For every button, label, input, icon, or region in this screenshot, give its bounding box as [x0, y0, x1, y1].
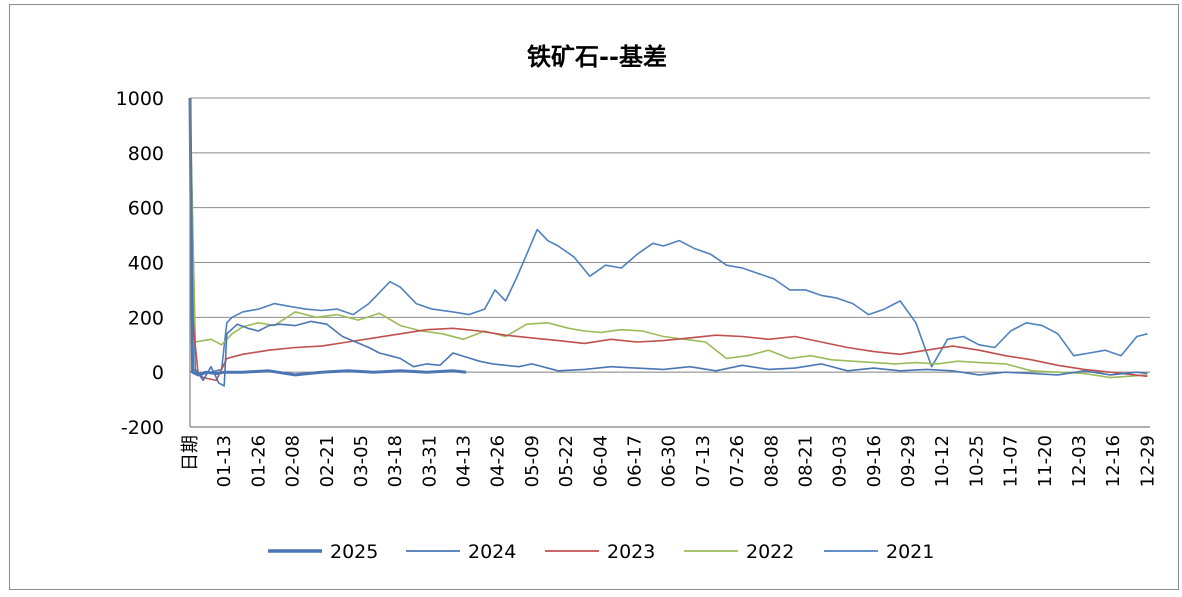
- series-line-2022: [189, 97, 1148, 379]
- x-tick-label: 02-08: [283, 435, 304, 487]
- chart-canvas: 铁矿石--基差 1000 800 600 400 200 0 -200 日期 01-13 01-…: [116, 43, 1159, 563]
- chart-title: 铁矿石--基差: [527, 43, 667, 71]
- x-tick-label: 02-21: [317, 435, 338, 487]
- axes: [189, 98, 1150, 428]
- x-tick-label: 11-20: [1035, 435, 1056, 487]
- x-tick-label: 05-22: [556, 435, 577, 487]
- x-tick-label: 12-03: [1069, 435, 1090, 487]
- x-tick-label: 07-13: [693, 435, 714, 487]
- x-tick-label: 12-16: [1103, 435, 1124, 487]
- legend-label-2021: 2021: [886, 541, 934, 563]
- x-tick-label: 06-30: [659, 435, 680, 487]
- legend: 2025 2024 2023 2022 2021: [268, 541, 934, 563]
- legend-label-2024: 2024: [468, 541, 516, 563]
- x-tick-label: 09-29: [898, 435, 919, 487]
- x-tick-label: 09-03: [830, 435, 851, 487]
- x-tick-label: 03-31: [419, 435, 440, 487]
- x-tick-label: 04-26: [488, 435, 509, 487]
- x-tick-label: 11-07: [1001, 435, 1022, 487]
- y-tick-label: 0: [152, 362, 164, 384]
- y-tick-label: 1000: [116, 88, 164, 110]
- y-tick-label: 800: [128, 143, 164, 165]
- x-tick-label: 04-13: [454, 435, 475, 487]
- series-line-2023: [189, 97, 1148, 382]
- x-axis-ticks: 日期 01-13 01-26 02-08 02-21 03-05 03-18 03-31 04-…: [180, 435, 1158, 487]
- legend-label-2025: 2025: [330, 541, 378, 563]
- x-tick-label: 08-21: [795, 435, 816, 487]
- x-tick-label: 08-08: [761, 435, 782, 487]
- x-tick-label: 06-17: [624, 435, 645, 487]
- legend-label-2023: 2023: [607, 541, 655, 563]
- series-line-2021: [189, 97, 1148, 376]
- y-tick-label: 600: [128, 198, 164, 220]
- x-tick-label: 12-29: [1137, 435, 1158, 487]
- y-tick-label: 200: [128, 307, 164, 329]
- legend-label-2022: 2022: [746, 541, 794, 563]
- chart-frame: 铁矿石--基差 1000 800 600 400 200 0 -200 日期 01-13 01-…: [9, 4, 1179, 590]
- series-line-2024: [189, 320, 1148, 387]
- x-tick-label: 10-25: [966, 435, 987, 487]
- y-tick-label: -200: [121, 417, 164, 439]
- x-tick-label: 03-18: [385, 435, 406, 487]
- x-tick-label: 10-12: [932, 435, 953, 487]
- x-tick-label: 01-26: [248, 435, 269, 487]
- x-tick-label: 09-16: [864, 435, 885, 487]
- x-tick-label: 05-09: [522, 435, 543, 487]
- x-tick-label: 07-26: [727, 435, 748, 487]
- x-tick-label: 03-05: [351, 435, 372, 487]
- y-tick-label: 400: [128, 253, 164, 275]
- x-tick-label: 01-13: [214, 435, 235, 487]
- y-axis-ticks: 1000 800 600 400 200 0 -200: [116, 88, 164, 439]
- series-line-2025: [188, 97, 467, 377]
- series-lines: [188, 97, 1148, 387]
- x-tick-label: 06-04: [590, 435, 611, 487]
- x-axis-title: 日期: [180, 435, 201, 471]
- gridlines: [190, 97, 1150, 373]
